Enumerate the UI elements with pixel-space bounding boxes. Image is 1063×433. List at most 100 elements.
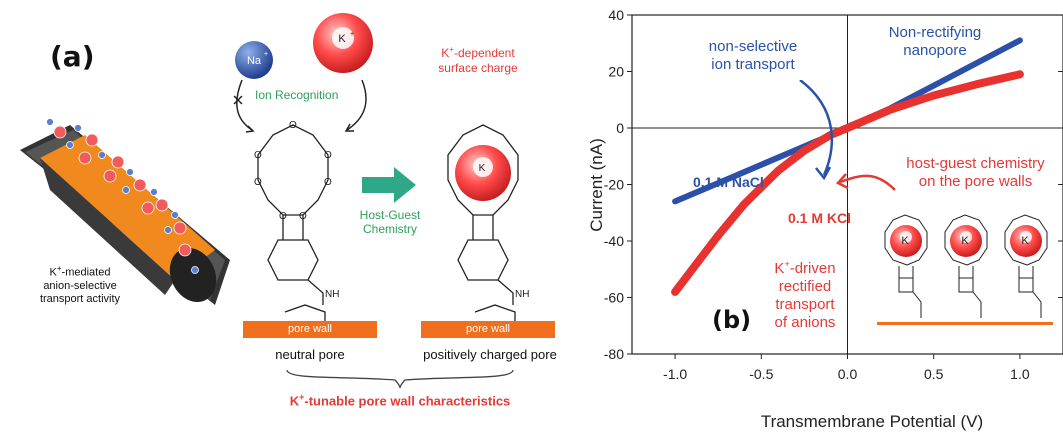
tunable-rest: -tunable pore wall characteristics xyxy=(304,393,511,409)
na-ion-dot xyxy=(122,186,130,194)
x-tick-label: 0.5 xyxy=(924,366,944,382)
mediated-k: K xyxy=(49,266,57,279)
x-tick-label: 1.0 xyxy=(1010,366,1030,382)
k-ion-dot xyxy=(173,221,187,235)
nh-group: NH xyxy=(325,289,339,300)
inset-k-label: K xyxy=(961,235,969,247)
o-atom: O xyxy=(299,211,307,222)
ion-recognition-label: Ion Recognition xyxy=(255,88,339,102)
panel-b-label: (b) xyxy=(712,306,752,334)
na-label: Na xyxy=(247,55,262,67)
k-ion-dot xyxy=(103,169,117,183)
ann-non-rectifying-2: nanopore xyxy=(903,42,967,59)
x-axis-label: Transmembrane Potential (V) xyxy=(761,412,983,431)
k-in-crown: K xyxy=(479,163,486,174)
ann-kdriven-4: of anions xyxy=(774,314,836,331)
amide-tail-charged xyxy=(474,304,516,322)
ann-kdriven-2: rectified xyxy=(778,278,832,295)
ann-host-2: on the pore walls xyxy=(918,173,1033,190)
y-axis-label: Current (nA) xyxy=(587,138,606,232)
k-dependent-k: K xyxy=(441,46,450,60)
charged-pore-caption: positively charged pore xyxy=(423,347,557,362)
ann-kdriven-3: transport xyxy=(775,296,835,313)
na-ion-dot xyxy=(171,211,179,219)
na-ion-dot xyxy=(191,266,199,274)
y-tick-label: 20 xyxy=(608,64,624,80)
na-ion-dot xyxy=(150,188,158,196)
o-atom: O xyxy=(324,177,332,188)
k-ion-dot xyxy=(53,125,67,139)
y-tick-label: 40 xyxy=(608,7,624,23)
pore-wall-right: pore wall xyxy=(421,321,555,338)
ann-kdriven-rest: -driven xyxy=(789,260,836,277)
na-ion-dot xyxy=(98,151,106,159)
k-ion-dot xyxy=(78,151,92,165)
mediated-line-3: transport activity xyxy=(39,292,121,305)
kcl-series-line xyxy=(671,70,1024,296)
na-ion-dot xyxy=(46,118,54,126)
mediated-k-rest: -mediated xyxy=(61,266,111,279)
host-guest-label: Host-Guest Chemistry xyxy=(350,208,430,236)
na-ion-dot xyxy=(126,168,134,176)
inset-molecule: K xyxy=(1004,214,1048,318)
surface-charge-text: surface charge xyxy=(438,61,518,75)
o-atom: O xyxy=(324,150,332,161)
annotation-arrows xyxy=(799,80,896,191)
host-guest-arrow xyxy=(362,167,416,203)
ann-k-driven: K+-driven rectified transport of anions xyxy=(760,255,850,332)
k-dependent-label: K+-dependent surface charge xyxy=(418,42,538,76)
na-ion-dot xyxy=(164,226,172,234)
x-tick-label: 0.0 xyxy=(838,366,858,382)
x-tick-label: -0.5 xyxy=(749,366,773,382)
tunable-k: K xyxy=(289,393,300,409)
panel-a-label: (a) xyxy=(50,40,95,73)
k-dependent-rest: -dependent xyxy=(453,46,515,60)
crown-ether-charged: K NH xyxy=(447,124,529,305)
svg-text:+: + xyxy=(264,51,268,58)
inset-molecule: K xyxy=(944,214,988,318)
ann-host-guest: host-guest chemistry on the pore walls xyxy=(893,155,1058,191)
x-tick-label: -1.0 xyxy=(663,366,687,382)
ann-nacl: 0.1 M NaCl xyxy=(693,174,764,190)
pore-wall-left: pore wall xyxy=(243,321,377,338)
host-guest-line-1: Host-Guest xyxy=(359,208,421,222)
o-atom: O xyxy=(289,120,297,131)
inset-k-label: K xyxy=(1021,235,1029,247)
inset-k-label: K xyxy=(901,235,909,247)
ann-non-selective-2: ion transport xyxy=(711,56,795,73)
amide-tail-neutral xyxy=(284,304,326,322)
nh-group: NH xyxy=(515,289,529,300)
host-guest-line-2: Chemistry xyxy=(362,222,417,236)
iv-chart: -1.0 -0.5 0.0 0.5 1.0 40 20 0 -20 -40 -60 -80 Trans… xyxy=(587,7,1063,431)
channel-ions xyxy=(46,118,199,274)
k-ion-dot xyxy=(141,201,155,215)
recognition-arrows xyxy=(233,79,367,133)
neutral-pore-caption: neutral pore xyxy=(275,347,345,362)
o-atom: O xyxy=(279,211,287,222)
crown-ether-neutral: O O O O O O O NH xyxy=(254,120,339,305)
ann-non-selective-1: non-selective xyxy=(708,38,798,55)
k-ion-sphere: K + xyxy=(313,13,373,73)
nanopore-channel-illustration xyxy=(20,125,230,305)
k-ion-dot xyxy=(111,155,125,169)
y-tick-label: -40 xyxy=(604,233,624,249)
svg-text:+: + xyxy=(350,31,354,38)
k-ion-dot xyxy=(133,178,147,192)
mediated-line-2: anion-selective xyxy=(43,279,117,292)
inset-molecule: K xyxy=(884,214,928,318)
ann-non-rectifying: Non-rectifying nanopore xyxy=(870,24,1000,60)
inset-pore-wall xyxy=(877,322,1053,325)
k-ion-dot xyxy=(178,243,192,257)
ann-non-selective: non-selective ion transport xyxy=(688,38,818,74)
inset-crown-ethers: K K K xyxy=(877,214,1053,325)
na-ion-dot xyxy=(66,141,74,149)
k-label: K xyxy=(338,33,346,45)
y-tick-label: 0 xyxy=(616,120,624,136)
ann-non-rectifying-1: Non-rectifying xyxy=(888,24,982,41)
na-ion-sphere: Na + xyxy=(235,41,273,79)
ann-kcl: 0.1 M KCl xyxy=(788,210,852,226)
ann-host-1: host-guest chemistry xyxy=(906,155,1045,172)
k-ion-dot xyxy=(155,198,169,212)
ann-kdriven-k: K xyxy=(774,260,785,277)
o-atom: O xyxy=(254,150,262,161)
